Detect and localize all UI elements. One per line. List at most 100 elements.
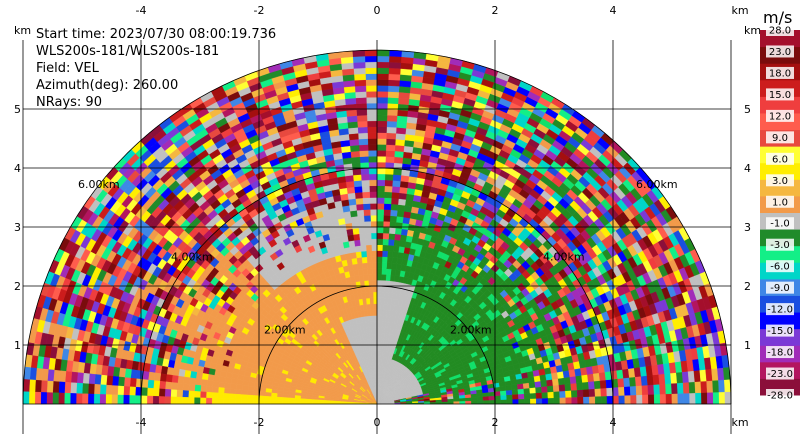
velocity-cell [541, 385, 548, 393]
velocity-cell [345, 109, 358, 117]
velocity-cell [376, 155, 386, 163]
velocity-cell [64, 392, 71, 405]
velocity-cell [364, 226, 372, 234]
velocity-field [22, 49, 732, 405]
velocity-cell [363, 209, 371, 216]
velocity-cell [362, 197, 371, 205]
velocity-cell [372, 279, 378, 287]
velocity-cell [213, 375, 221, 383]
velocity-cell [376, 91, 389, 98]
velocity-cell [164, 388, 172, 397]
velocity-cell [376, 185, 385, 192]
velocity-cell [689, 392, 696, 405]
velocity-cell [576, 389, 584, 398]
velocity-cell [344, 174, 354, 183]
velocity-cell [379, 333, 383, 340]
velocity-cell [374, 327, 378, 334]
velocity-cell [395, 127, 407, 135]
velocity-cell [361, 262, 368, 270]
velocity-cell [380, 291, 386, 299]
velocity-cell [665, 383, 673, 395]
velocity-cell [343, 85, 356, 94]
velocity-cell [206, 385, 213, 393]
velocity-cell [282, 397, 289, 402]
velocity-cell [399, 234, 407, 242]
velocity-cell [230, 378, 238, 385]
velocity-cell [353, 180, 362, 188]
velocity-cell [229, 388, 237, 395]
velocity-cell [553, 397, 561, 405]
velocity-cell [117, 376, 125, 387]
velocity-cell [383, 209, 391, 216]
velocity-cell [381, 250, 388, 258]
velocity-cell [350, 156, 361, 164]
velocity-cell [396, 257, 403, 265]
velocity-cell [512, 393, 519, 400]
velocity-cell [206, 379, 214, 387]
velocity-cell [384, 185, 393, 193]
velocity-cell [397, 204, 406, 212]
velocity-cell [306, 398, 313, 402]
velocity-cell [360, 167, 370, 175]
velocity-cell [352, 227, 360, 235]
velocity-cell [512, 398, 519, 405]
velocity-cell [376, 73, 389, 80]
velocity-cell [217, 387, 225, 394]
velocity-cell [223, 393, 231, 400]
velocity-cell [393, 156, 404, 164]
velocity-cell [182, 390, 189, 398]
velocity-cell [355, 251, 362, 259]
velocity-cell [170, 389, 178, 398]
velocity-cell [358, 227, 366, 235]
velocity-cell [376, 209, 385, 216]
velocity-cell [671, 382, 678, 394]
velocity-cell [385, 274, 391, 281]
velocity-cell [376, 138, 387, 145]
velocity-cell [494, 399, 502, 405]
velocity-cell [382, 226, 390, 234]
velocity-cell [676, 382, 684, 394]
velocity-cell [376, 279, 382, 287]
velocity-cell [624, 394, 631, 405]
velocity-cell [270, 396, 278, 401]
velocity-cell [193, 397, 201, 405]
velocity-cell [129, 377, 137, 388]
velocity-cell [207, 374, 215, 382]
velocity-cell [376, 238, 383, 246]
velocity-cell [128, 395, 136, 405]
velocity-cell [376, 226, 384, 234]
velocity-cell [367, 274, 373, 281]
velocity-cell [170, 396, 177, 405]
velocity-cell [376, 285, 382, 293]
velocity-cell [64, 381, 72, 394]
velocity-cell [350, 216, 359, 224]
velocity-cell [376, 203, 385, 210]
velocity-cell [390, 268, 397, 276]
velocity-cell [252, 399, 260, 405]
velocity-cell [511, 388, 519, 395]
velocity-cell [58, 370, 67, 383]
velocity-cell [376, 144, 387, 151]
velocity-cell [367, 268, 373, 275]
velocity-cell [383, 215, 391, 222]
velocity-cell [453, 400, 460, 405]
velocity-cell [388, 227, 396, 235]
velocity-cell [384, 179, 393, 187]
velocity-cell [241, 389, 249, 396]
velocity-cell [366, 250, 373, 258]
velocity-cell [376, 250, 383, 257]
velocity-cell [384, 291, 389, 299]
velocity-cell [524, 398, 531, 405]
velocity-cell [218, 381, 226, 389]
velocity-cell [630, 394, 637, 405]
velocity-cell [241, 399, 248, 405]
velocity-cell [194, 384, 202, 392]
velocity-cell [75, 393, 83, 405]
velocity-cell [360, 173, 370, 181]
velocity-cell [264, 392, 272, 397]
velocity-cell [141, 379, 149, 389]
velocity-cell [370, 214, 378, 222]
velocity-cell [368, 291, 374, 299]
velocity-cell [529, 387, 537, 394]
velocity-cell [482, 399, 490, 405]
